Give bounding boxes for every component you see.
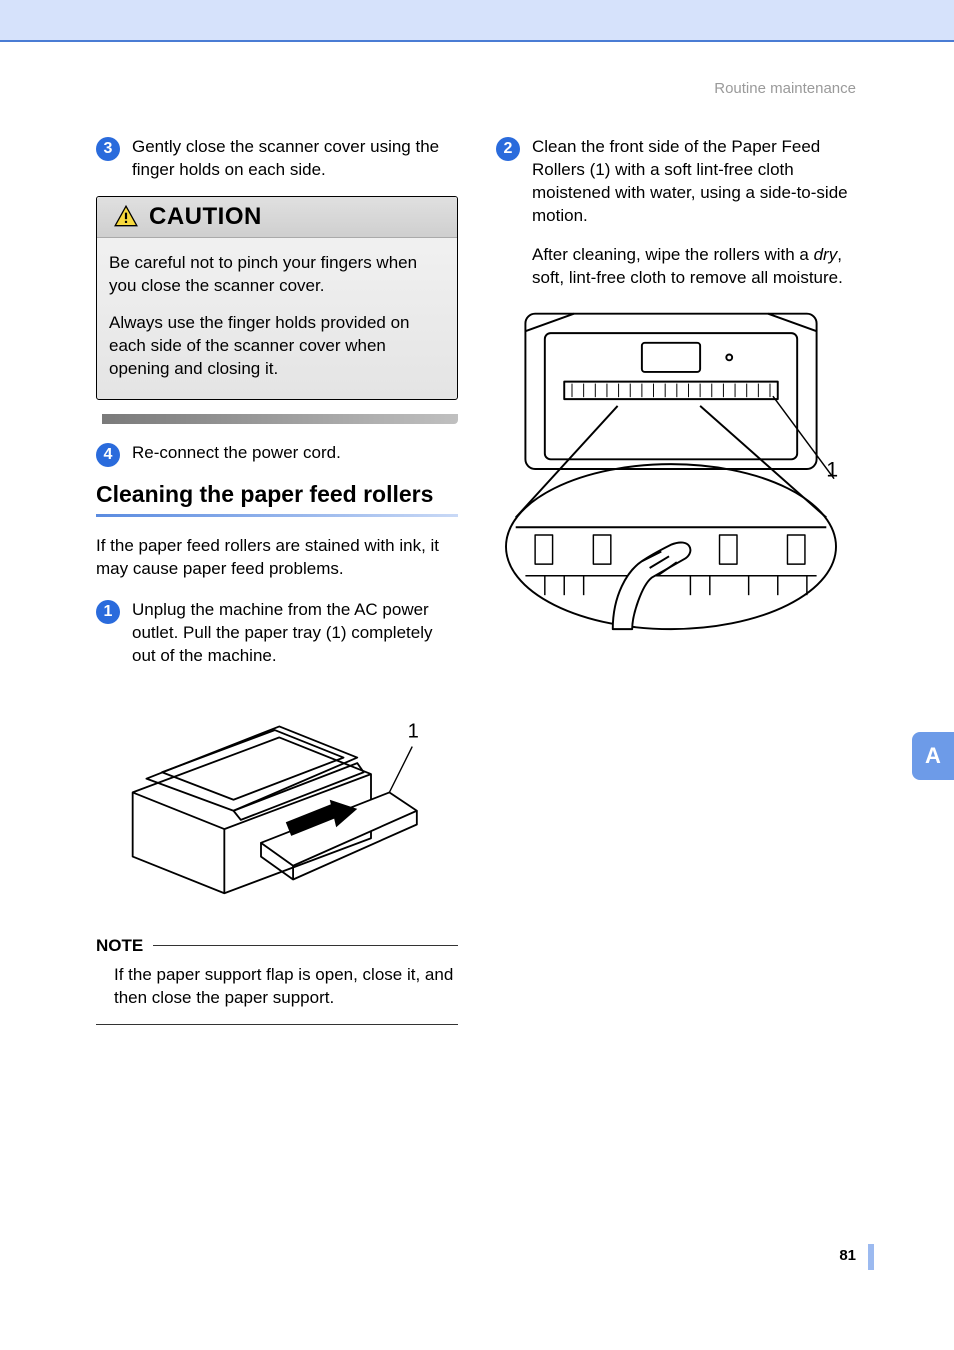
caution-p1: Be careful not to pinch your fingers whe… bbox=[109, 252, 445, 298]
rollers-illustration: 1 bbox=[496, 304, 846, 634]
caution-shadow bbox=[102, 414, 458, 424]
content-area: 3 Gently close the scanner cover using t… bbox=[96, 136, 858, 1230]
figure-printer-tray: 1 bbox=[96, 682, 458, 912]
figure-rollers: 1 bbox=[496, 304, 858, 634]
step-4: 4 Re-connect the power cord. bbox=[96, 442, 458, 467]
warning-icon bbox=[113, 204, 139, 230]
side-tab: A bbox=[912, 732, 954, 780]
caution-body: Be careful not to pinch your fingers whe… bbox=[97, 238, 457, 399]
section-rule bbox=[96, 514, 458, 517]
figure-callout: 1 bbox=[408, 720, 419, 742]
step-text: Clean the front side of the Paper Feed R… bbox=[532, 136, 858, 290]
right-column: 2 Clean the front side of the Paper Feed… bbox=[496, 136, 858, 1230]
step-1: 1 Unplug the machine from the AC power o… bbox=[96, 599, 458, 668]
intro-text: If the paper feed rollers are stained wi… bbox=[96, 535, 458, 581]
step-badge: 2 bbox=[496, 137, 520, 161]
step-text: Unplug the machine from the AC power out… bbox=[132, 599, 458, 668]
section-title: Cleaning the paper feed rollers bbox=[96, 481, 458, 509]
step-text: Gently close the scanner cover using the… bbox=[132, 136, 458, 182]
step-badge: 4 bbox=[96, 443, 120, 467]
top-band bbox=[0, 0, 954, 42]
note-body: If the paper support flap is open, close… bbox=[96, 956, 458, 1014]
page-number: 81 bbox=[839, 1247, 856, 1264]
header-section: Routine maintenance bbox=[714, 80, 856, 97]
step-text: Re-connect the power cord. bbox=[132, 442, 341, 465]
note-label: NOTE bbox=[96, 936, 143, 956]
note-line bbox=[153, 945, 458, 946]
page-number-bar bbox=[868, 1244, 874, 1270]
step-badge: 1 bbox=[96, 600, 120, 624]
step2-p1: Clean the front side of the Paper Feed R… bbox=[532, 136, 858, 228]
note-line-bottom bbox=[96, 1024, 458, 1025]
figure-callout: 1 bbox=[826, 457, 838, 481]
step-badge: 3 bbox=[96, 137, 120, 161]
step-3: 3 Gently close the scanner cover using t… bbox=[96, 136, 458, 182]
note-block: NOTE If the paper support flap is open, … bbox=[96, 936, 458, 1025]
caution-title: CAUTION bbox=[149, 203, 262, 231]
printer-illustration: 1 bbox=[96, 682, 426, 912]
step2-p2: After cleaning, wipe the rollers with a … bbox=[532, 244, 858, 290]
caution-box: CAUTION Be careful not to pinch your fin… bbox=[96, 196, 458, 400]
caution-p2: Always use the finger holds provided on … bbox=[109, 312, 445, 381]
step-2: 2 Clean the front side of the Paper Feed… bbox=[496, 136, 858, 290]
left-column: 3 Gently close the scanner cover using t… bbox=[96, 136, 458, 1230]
caution-header: CAUTION bbox=[97, 197, 457, 238]
